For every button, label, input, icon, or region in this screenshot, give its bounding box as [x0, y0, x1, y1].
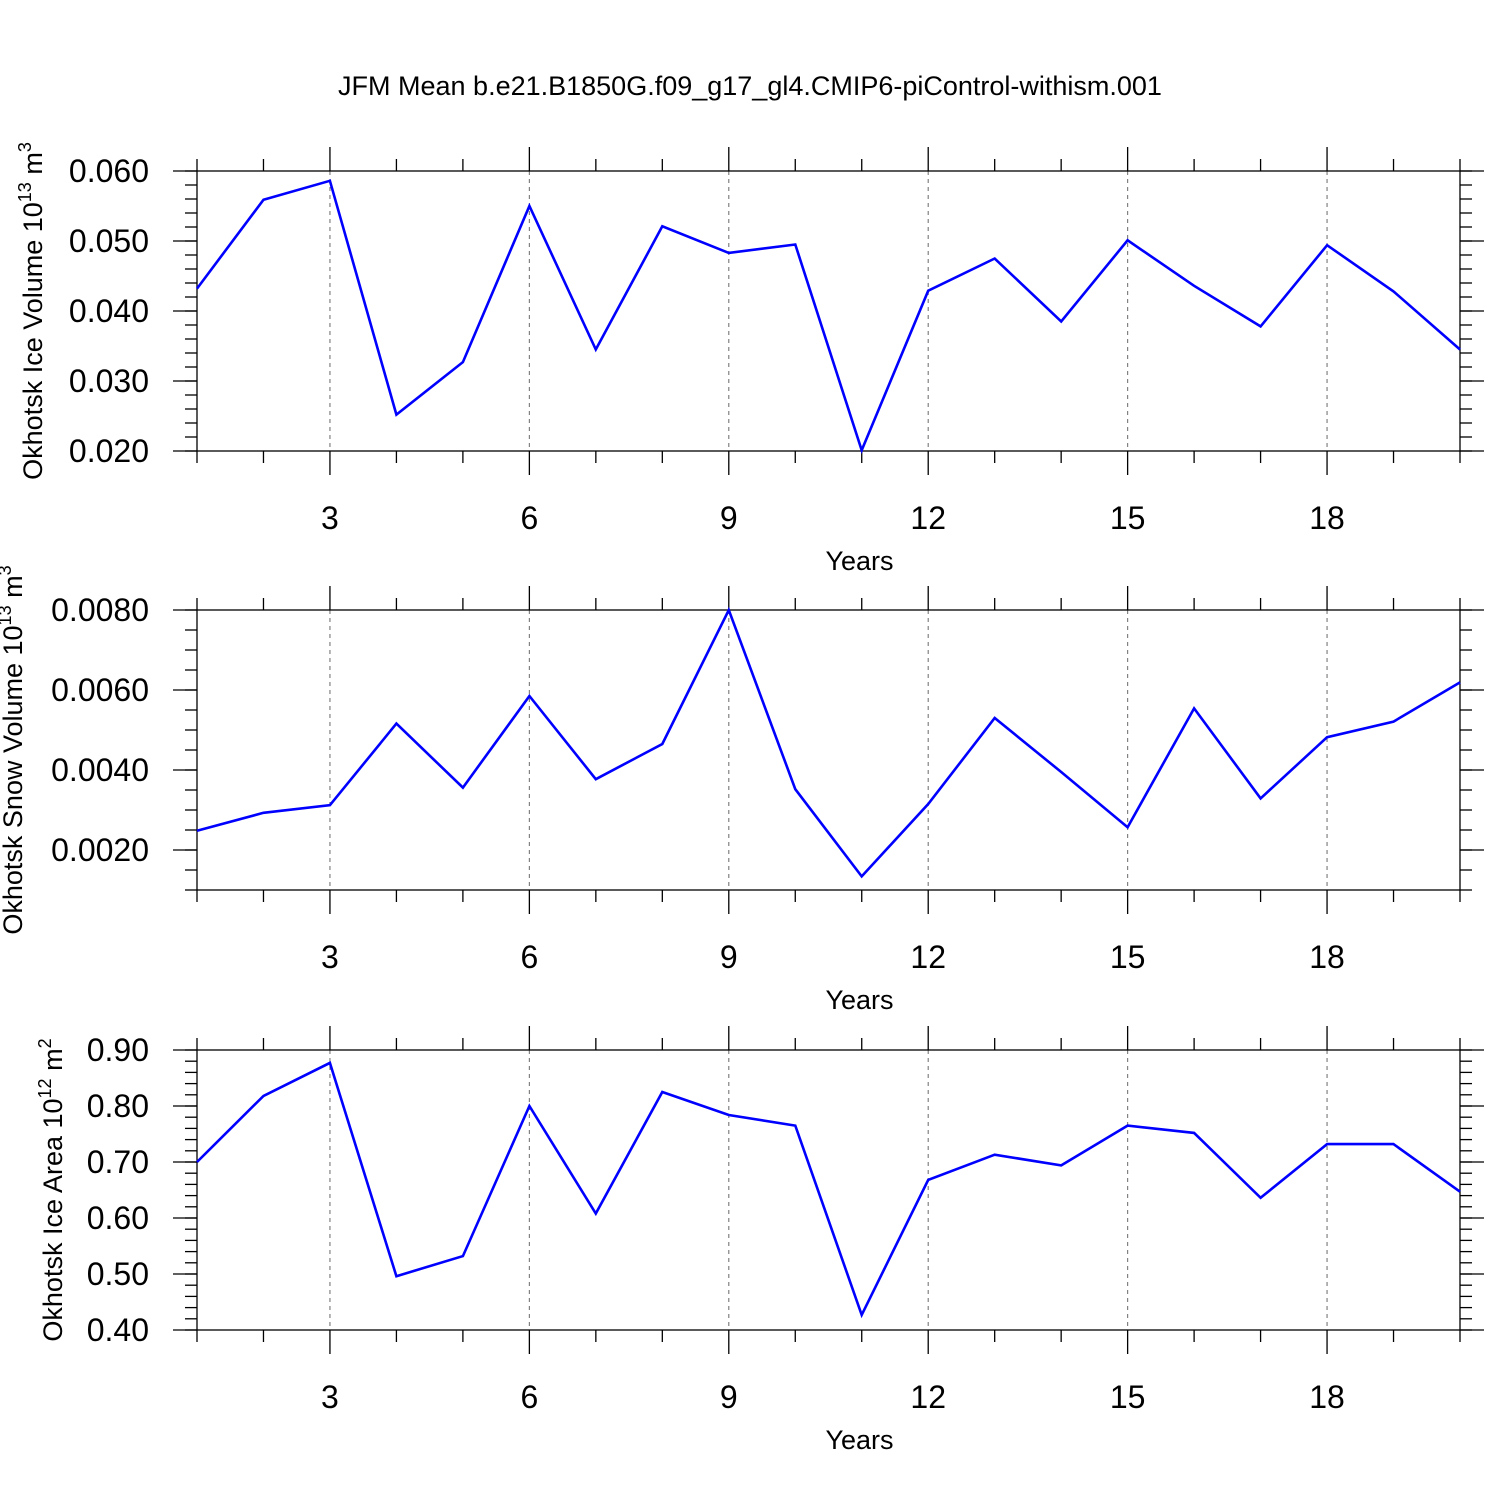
y-tick-label: 0.0040: [51, 752, 149, 788]
x-tick-label: 15: [1110, 939, 1146, 975]
y-tick-label: 0.80: [87, 1088, 149, 1124]
y-tick-label: 0.0080: [51, 592, 149, 628]
y-tick-label: 0.60: [87, 1200, 149, 1236]
y-axis-label-part: Okhotsk Ice Volume 10: [18, 202, 48, 480]
y-tick-label: 0.90: [87, 1032, 149, 1068]
y-axis-label-superscript: 2: [35, 1038, 55, 1048]
x-tick-label: 9: [720, 500, 738, 536]
y-tick-label: 0.040: [69, 293, 149, 329]
x-tick-label: 3: [321, 500, 339, 536]
x-tick-label: 15: [1110, 1379, 1146, 1415]
x-tick-label: 9: [720, 939, 738, 975]
y-axis-label-part: Okhotsk Ice Area 10: [38, 1098, 68, 1341]
y-axis-label-superscript: 3: [15, 142, 35, 152]
plot-frame: [196, 1049, 1461, 1331]
x-tick-label: 12: [910, 939, 946, 975]
plot-frame: [196, 609, 1461, 891]
x-tick-label: 6: [520, 500, 538, 536]
x-tick-label: 18: [1309, 939, 1345, 975]
y-axis-label-superscript: 3: [0, 565, 15, 575]
y-tick-label: 0.020: [69, 433, 149, 469]
x-tick-label: 15: [1110, 500, 1146, 536]
y-axis-label-superscript: 13: [15, 182, 35, 202]
series-line: [196, 1061, 1461, 1319]
x-tick-label: 18: [1309, 500, 1345, 536]
x-tick-label: 9: [720, 1379, 738, 1415]
y-axis-label-part: Okhotsk Snow Volume 10: [0, 625, 28, 934]
x-tick-label: 18: [1309, 1379, 1345, 1415]
y-axis-label-part: m: [38, 1048, 68, 1078]
y-tick-label: 0.40: [87, 1312, 149, 1348]
series-line: [195, 179, 1461, 455]
x-tick-label: 6: [520, 939, 538, 975]
panel-ice-volume: 3 6 9 12 15 18 0.020 0.030 0.040 0.050 0.060 Years O…: [15, 142, 1484, 576]
y-axis-label-superscript: 13: [0, 605, 15, 625]
x-tick-label: 3: [321, 939, 339, 975]
y-axis-label-part: m: [18, 152, 48, 182]
y-tick-label: 0.70: [87, 1144, 149, 1180]
y-tick-label: 0.50: [87, 1256, 149, 1292]
x-axis-label: Years: [825, 1425, 893, 1455]
chart-title: JFM Mean b.e21.B1850G.f09_g17_gl4.CMIP6-…: [338, 71, 1162, 101]
y-axis-label: Okhotsk Snow Volume 1013 m3: [0, 565, 28, 934]
x-axis-label: Years: [825, 985, 893, 1015]
panel-ice-area: 3 6 9 12 15 18 0.40 0.50 0.60 0.70 0.80 0.90 Years Ok…: [35, 1026, 1484, 1455]
x-tick-label: 12: [910, 500, 946, 536]
y-tick-label: 0.0020: [51, 832, 149, 868]
y-tick-label: 0.050: [69, 223, 149, 259]
x-tick-label: 12: [910, 1379, 946, 1415]
y-axis-label: Okhotsk Ice Area 1012 m2: [35, 1038, 68, 1341]
y-tick-label: 0.030: [69, 363, 149, 399]
y-tick-label: 0.0060: [51, 672, 149, 708]
y-axis-label-superscript: 12: [35, 1078, 55, 1098]
x-tick-label: 6: [520, 1379, 538, 1415]
y-axis-label-part: m: [0, 575, 28, 605]
panel-snow-volume: 3 6 9 12 15 18 0.0020 0.0040 0.0060 0.0080 Years Ok…: [0, 565, 1484, 1015]
y-tick-label: 0.060: [69, 153, 149, 189]
x-axis-label: Years: [825, 546, 893, 576]
series-line: [196, 606, 1461, 879]
x-tick-label: 3: [321, 1379, 339, 1415]
y-axis-label: Okhotsk Ice Volume 1013 m3: [15, 142, 48, 480]
plot-frame: [196, 170, 1461, 452]
